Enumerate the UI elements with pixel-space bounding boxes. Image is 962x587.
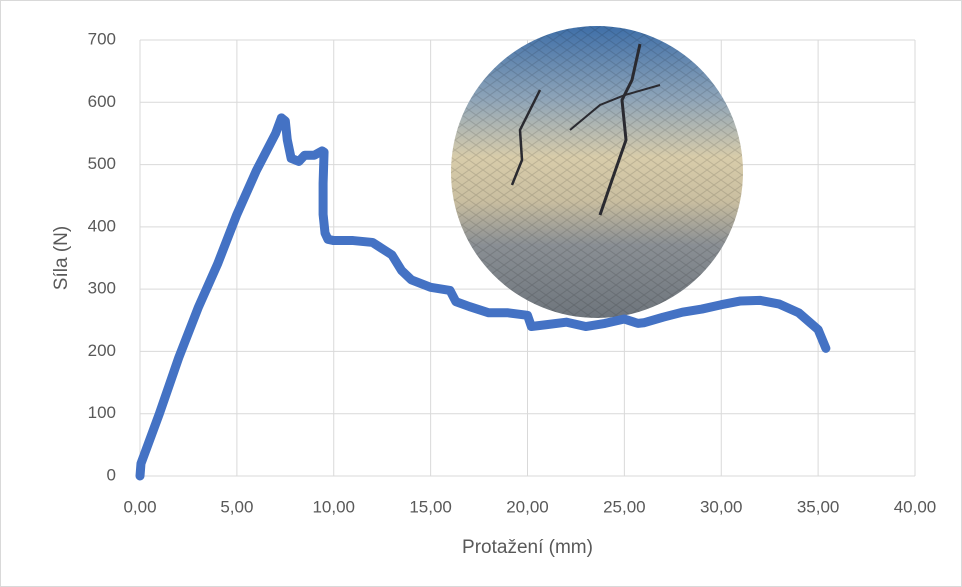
y-tick-label: 400 bbox=[88, 216, 116, 235]
x-tick-label: 0,00 bbox=[123, 497, 156, 516]
y-tick-label: 200 bbox=[88, 341, 116, 360]
photo-inset bbox=[451, 26, 743, 318]
y-tick-label: 100 bbox=[88, 403, 116, 422]
x-tick-label: 30,00 bbox=[700, 497, 743, 516]
y-tick-label: 600 bbox=[88, 92, 116, 111]
x-tick-label: 15,00 bbox=[409, 497, 452, 516]
x-tick-label: 35,00 bbox=[797, 497, 840, 516]
y-tick-label: 700 bbox=[88, 29, 116, 48]
y-tick-label: 0 bbox=[107, 465, 116, 484]
chart: 0 100 200 300 400 500 600 700 0,00 5,00 10,00 15,00… bbox=[0, 0, 962, 587]
x-tick-label: 40,00 bbox=[894, 497, 937, 516]
x-tick-label: 20,00 bbox=[506, 497, 549, 516]
y-tick-label: 500 bbox=[88, 154, 116, 173]
x-axis-title: Protažení (mm) bbox=[462, 537, 593, 558]
y-tick-label: 300 bbox=[88, 279, 116, 298]
x-tick-label: 25,00 bbox=[603, 497, 646, 516]
x-tick-label: 5,00 bbox=[220, 497, 253, 516]
y-axis-title: Síla (N) bbox=[51, 226, 72, 290]
x-tick-label: 10,00 bbox=[312, 497, 355, 516]
